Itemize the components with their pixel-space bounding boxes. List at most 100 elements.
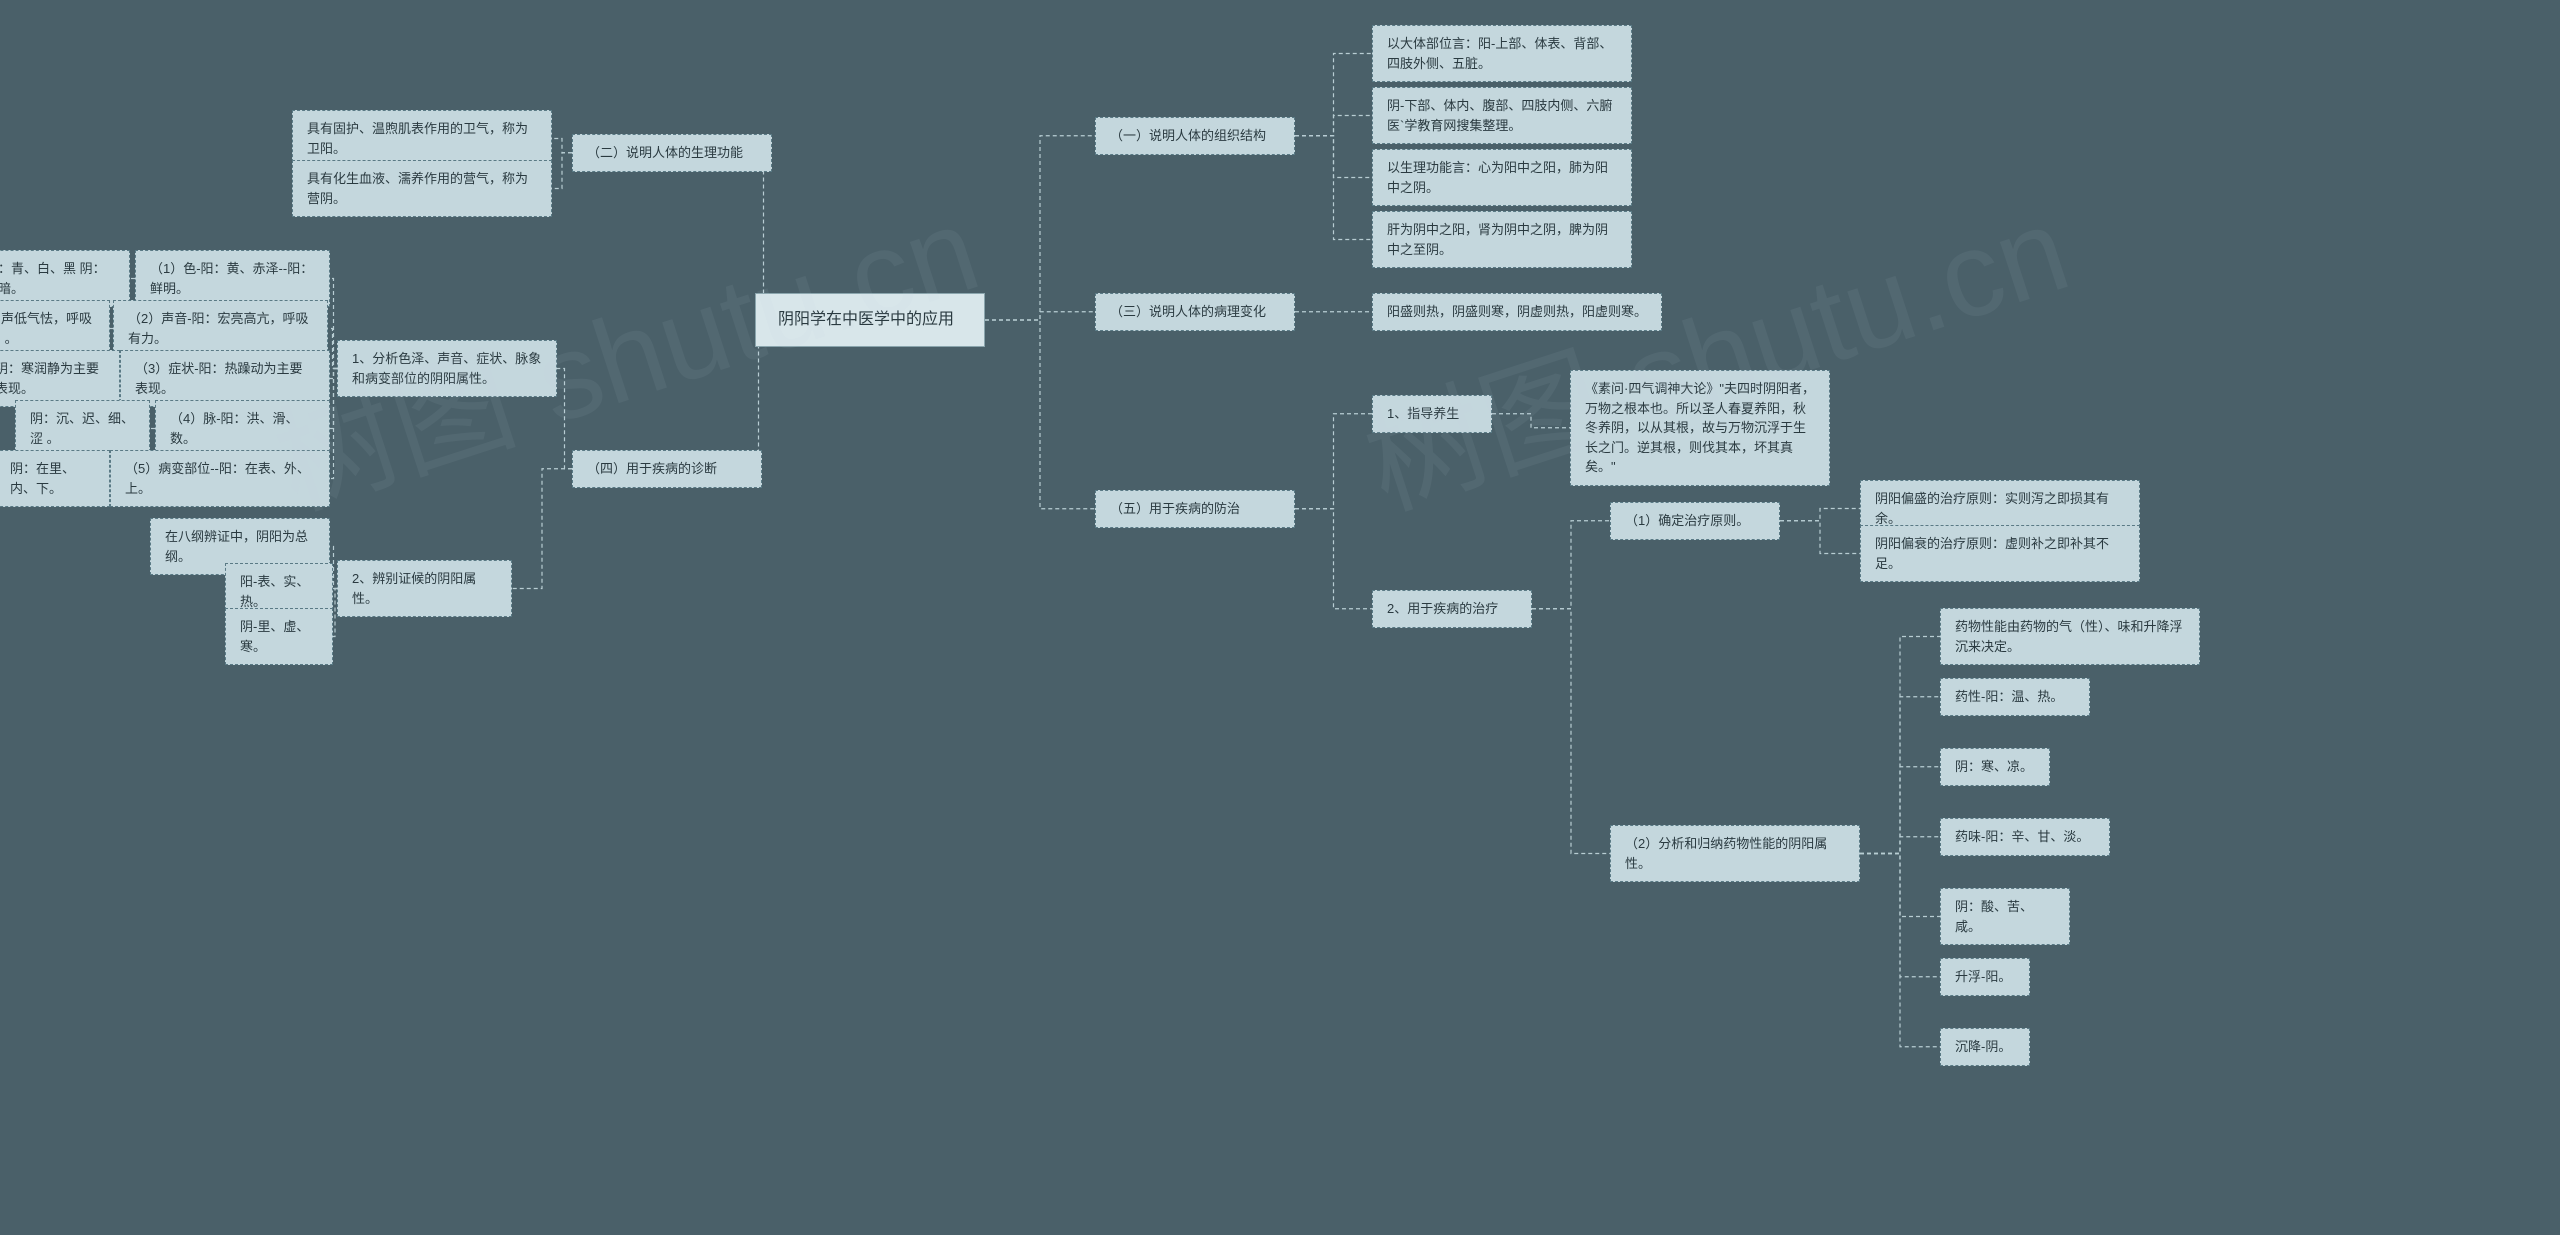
mindmap-node[interactable]: 阴：寒润静为主要表现。 (0, 350, 120, 407)
mindmap-node[interactable]: （1）色-阳：黄、赤泽--阳：鲜明。 (135, 250, 330, 307)
node-label: 阴-里、虚、寒。 (240, 619, 309, 654)
connector (1860, 637, 1940, 854)
node-label: 1、指导养生 (1387, 406, 1459, 421)
mindmap-node[interactable]: （四）用于疾病的诊断 (572, 450, 762, 488)
node-label: （1）色-阳：黄、赤泽--阳：鲜明。 (150, 261, 313, 296)
node-label: （四）用于疾病的诊断 (587, 461, 717, 476)
connector (1860, 697, 1940, 854)
connector (1780, 509, 1860, 521)
connector (985, 136, 1095, 320)
connector (557, 369, 572, 469)
mindmap-node[interactable]: 阴：寒、凉。 (1940, 748, 2050, 786)
root-node[interactable]: 阴阳学在中医学中的应用 (755, 293, 985, 347)
mindmap-node[interactable]: 药物性能由药物的气（性）、味和升降浮沉来决定。 (1940, 608, 2200, 665)
mindmap-node[interactable]: 以生理功能言：心为阳中之阳，肺为阳中之阴。 (1372, 149, 1632, 206)
connector (1860, 767, 1940, 854)
node-label: （1）确定治疗原则。 (1625, 513, 1749, 528)
node-label: 阴：青、白、黑 阴：晦暗。 (0, 261, 106, 296)
mindmap-node[interactable]: 升浮-阳。 (1940, 958, 2030, 996)
connector (1532, 521, 1610, 609)
mindmap-node[interactable]: 肝为阴中之阳，肾为阴中之阴，脾为阴中之至阴。 (1372, 211, 1632, 268)
connector (552, 153, 572, 189)
mindmap-node[interactable]: 具有化生血液、濡养作用的营气，称为营阴。 (292, 160, 552, 217)
mindmap-node[interactable]: （3）症状-阳：热躁动为主要表现。 (120, 350, 330, 407)
mindmap-node[interactable]: 《素问·四气调神大论》"夫四时阴阳者，万物之根本也。所以圣人春夏养阳，秋冬养阴，… (1570, 370, 1830, 486)
connector (330, 369, 337, 479)
node-label: （3）症状-阳：热躁动为主要表现。 (135, 361, 303, 396)
node-label: （一）说明人体的组织结构 (1110, 128, 1266, 143)
node-label: 阴：寒、凉。 (1955, 759, 2033, 774)
connector (1860, 837, 1940, 854)
mindmap-node[interactable]: 阴：青、白、黑 阴：晦暗。 (0, 250, 130, 307)
mindmap-node[interactable]: 阴：在里、内、下。 (0, 450, 110, 507)
node-label: 阴：在里、内、下。 (10, 461, 75, 496)
node-label: 具有化生血液、濡养作用的营气，称为营阴。 (307, 171, 528, 206)
mindmap-node[interactable]: 1、指导养生 (1372, 395, 1492, 433)
connector (985, 312, 1095, 320)
node-label: 阴：声低气怯，呼吸微弱 。 (0, 311, 92, 346)
node-label: 阴阳学在中医学中的应用 (778, 311, 954, 328)
mindmap-node[interactable]: 沉降-阴。 (1940, 1028, 2030, 1066)
connector (1860, 854, 1940, 1047)
node-label: 阴阳偏盛的治疗原则：实则泻之即损其有余。 (1875, 491, 2109, 526)
node-label: （五）用于疾病的防治 (1110, 501, 1240, 516)
connector (1860, 854, 1940, 977)
mindmap-node[interactable]: 2、辨别证候的阴阳属性。 (337, 560, 512, 617)
mindmap-node[interactable]: 具有固护、温煦肌表作用的卫气，称为卫阳。 (292, 110, 552, 167)
node-label: 阴阳偏衰的治疗原则：虚则补之即补其不足。 (1875, 536, 2109, 571)
node-label: 药物性能由药物的气（性）、味和升降浮沉来决定。 (1955, 619, 2183, 654)
node-label: （二）说明人体的生理功能 (587, 145, 743, 160)
connector (512, 469, 572, 589)
node-label: 药性-阳：温、热。 (1955, 689, 2063, 704)
mindmap-node[interactable]: 阴-下部、体内、腹部、四肢内侧、六腑医`学教育网搜集整理。 (1372, 87, 1632, 144)
node-label: 阳-表、实、热。 (240, 574, 309, 609)
node-label: 升浮-阳。 (1955, 969, 2011, 984)
node-label: 在八纲辨证中，阴阳为总纲。 (165, 529, 308, 564)
node-label: 阴：沉、迟、细、涩 。 (30, 411, 134, 446)
node-label: 1、分析色泽、声音、症状、脉象和病变部位的阴阳属性。 (352, 351, 541, 386)
mindmap-node[interactable]: （一）说明人体的组织结构 (1095, 117, 1295, 155)
node-label: 具有固护、温煦肌表作用的卫气，称为卫阳。 (307, 121, 528, 156)
mindmap-node[interactable]: （五）用于疾病的防治 (1095, 490, 1295, 528)
mindmap-node[interactable]: 2、用于疾病的治疗 (1372, 590, 1532, 628)
node-label: 阴：酸、苦、咸。 (1955, 899, 2033, 934)
mindmap-node[interactable]: （2）分析和归纳药物性能的阴阳属性。 (1610, 825, 1860, 882)
mindmap-node[interactable]: （三）说明人体的病理变化 (1095, 293, 1295, 331)
mindmap-node[interactable]: 阴：酸、苦、咸。 (1940, 888, 2070, 945)
node-label: 以大体部位言：阳-上部、体表、背部、四肢外侧、五脏。 (1387, 36, 1612, 71)
connector (1295, 136, 1372, 240)
connector (330, 369, 337, 379)
node-label: 阳盛则热，阴盛则寒，阴虚则热，阳虚则寒。 (1387, 304, 1647, 319)
mindmap-node[interactable]: 1、分析色泽、声音、症状、脉象和病变部位的阴阳属性。 (337, 340, 557, 397)
mindmap-node[interactable]: 阴：沉、迟、细、涩 。 (15, 400, 150, 457)
mindmap-node[interactable]: 阴：声低气怯，呼吸微弱 。 (0, 300, 110, 357)
connector (1295, 136, 1372, 178)
mindmap-node[interactable]: 药性-阳：温、热。 (1940, 678, 2090, 716)
connector (1860, 854, 1940, 917)
connector (1532, 609, 1610, 854)
node-label: （5）病变部位--阳：在表、外、上。 (125, 461, 310, 496)
node-label: 2、辨别证候的阴阳属性。 (352, 571, 476, 606)
node-label: 2、用于疾病的治疗 (1387, 601, 1498, 616)
node-label: 肝为阴中之阳，肾为阴中之阴，脾为阴中之至阴。 (1387, 222, 1608, 257)
node-label: 阴-下部、体内、腹部、四肢内侧、六腑医`学教育网搜集整理。 (1387, 98, 1612, 133)
connector (552, 139, 572, 153)
mindmap-node[interactable]: 阴阳偏衰的治疗原则：虚则补之即补其不足。 (1860, 525, 2140, 582)
mindmap-node[interactable]: （5）病变部位--阳：在表、外、上。 (110, 450, 330, 507)
connector (1780, 521, 1860, 554)
mindmap-node[interactable]: （2）声音-阳：宏亮高亢，呼吸有力。 (113, 300, 328, 357)
mindmap-node[interactable]: （二）说明人体的生理功能 (572, 134, 772, 172)
connector (1295, 414, 1372, 509)
mindmap-node[interactable]: 药味-阳：辛、甘、淡。 (1940, 818, 2110, 856)
mindmap-node[interactable]: 以大体部位言：阳-上部、体表、背部、四肢外侧、五脏。 (1372, 25, 1632, 82)
mindmap-node[interactable]: 阴-里、虚、寒。 (225, 608, 333, 665)
connector (1295, 509, 1372, 609)
mindmap-node[interactable]: 阳盛则热，阴盛则寒，阴虚则热，阳虚则寒。 (1372, 293, 1662, 331)
node-label: 药味-阳：辛、甘、淡。 (1955, 829, 2089, 844)
node-label: 以生理功能言：心为阳中之阳，肺为阳中之阴。 (1387, 160, 1608, 195)
connector (1295, 116, 1372, 136)
mindmap-node[interactable]: （4）脉-阳：洪、滑、数。 (155, 400, 330, 457)
mindmap-node[interactable]: （1）确定治疗原则。 (1610, 502, 1780, 540)
node-label: 《素问·四气调神大论》"夫四时阴阳者，万物之根本也。所以圣人春夏养阳，秋冬养阴，… (1585, 381, 1815, 474)
connector (330, 369, 337, 429)
